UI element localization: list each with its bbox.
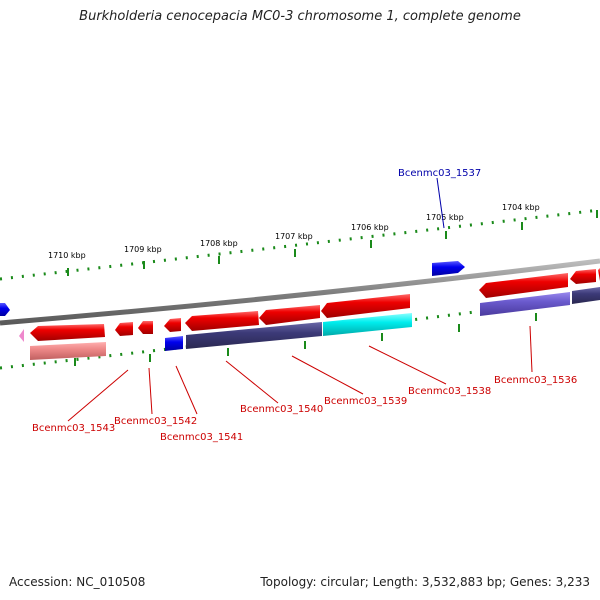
scale-labels: 1710 kbp 1709 kbp 1708 kbp 1707 kbp 1706…	[48, 203, 540, 260]
cds-1540-bar[interactable]	[186, 322, 322, 349]
inner-major-ticks	[74, 313, 537, 366]
scale-label-1705: 1705 kbp	[426, 213, 464, 222]
gene-label-1539[interactable]: Bcenmc03_1539	[324, 396, 407, 407]
chromosome-backbone	[0, 258, 600, 326]
gene-labels: Bcenmc03_1537 Bcenmc03_1543 Bcenmc03_154…	[32, 168, 577, 443]
gene-1536-arrow[interactable]	[479, 273, 568, 298]
gene-1542-arrow[interactable]	[138, 321, 153, 334]
gene-1543-arrow[interactable]	[30, 324, 105, 341]
gene-1542a-arrow[interactable]	[115, 322, 133, 336]
scale-label-1704: 1704 kbp	[502, 203, 540, 212]
outer-tick-track	[0, 208, 600, 281]
gene-1539-arrow[interactable]	[259, 305, 320, 325]
cds-right-edge-bar[interactable]	[572, 287, 600, 304]
forward-strand-genes	[0, 261, 465, 316]
cds-1543-bar[interactable]	[30, 342, 106, 360]
gene-1541-arrow[interactable]	[164, 318, 181, 332]
gene-label-1537[interactable]: Bcenmc03_1537	[398, 168, 481, 179]
cds-1541-bar[interactable]	[165, 336, 183, 351]
gene-label-1542[interactable]: Bcenmc03_1542	[114, 416, 197, 427]
callout-line-1543	[67, 369, 129, 422]
callout-line-1540	[225, 360, 279, 404]
callout-line-1536	[529, 325, 533, 373]
gene-right-edge-arrow-1[interactable]	[570, 269, 596, 284]
map-title: Burkholderia cenocepacia MC0-3 chromosom…	[79, 9, 521, 24]
gene-1537-arrow[interactable]	[432, 261, 465, 276]
outer-tick-dots	[0, 208, 600, 281]
genome-summary: Topology: circular; Length: 3,532,883 bp…	[260, 575, 590, 589]
callout-line-1538	[368, 345, 447, 385]
scale-label-1706: 1706 kbp	[351, 223, 389, 232]
callout-line-1541	[175, 365, 198, 415]
accession-label: Accession: NC_010508	[9, 575, 146, 589]
gene-label-1538[interactable]: Bcenmc03_1538	[408, 386, 491, 397]
inner-tick-track	[0, 294, 600, 370]
cds-1536-bar[interactable]	[480, 292, 570, 316]
gene-label-1536[interactable]: Bcenmc03_1536	[494, 375, 577, 386]
gene-1543-left-marker	[19, 329, 24, 342]
outer-major-ticks	[67, 210, 598, 276]
reverse-strand-genes	[19, 268, 600, 342]
scale-label-1708: 1708 kbp	[200, 239, 238, 248]
scale-label-1707: 1707 kbp	[275, 232, 313, 241]
cds-feature-track	[30, 287, 600, 360]
scale-label-1709: 1709 kbp	[124, 245, 162, 254]
callout-line-1537	[436, 177, 445, 229]
gene-left-edge-arrow[interactable]	[0, 303, 10, 316]
gene-label-1543[interactable]: Bcenmc03_1543	[32, 423, 115, 434]
callout-line-1539	[291, 355, 364, 395]
gene-1540-arrow[interactable]	[185, 311, 259, 331]
scale-label-1710: 1710 kbp	[48, 251, 86, 260]
gene-1538-arrow[interactable]	[321, 294, 410, 318]
gene-label-1540[interactable]: Bcenmc03_1540	[240, 404, 323, 415]
callout-lines	[67, 177, 533, 422]
callout-line-1542	[148, 367, 153, 415]
gene-label-1541[interactable]: Bcenmc03_1541	[160, 432, 243, 443]
cds-1539-bar[interactable]	[323, 313, 412, 336]
